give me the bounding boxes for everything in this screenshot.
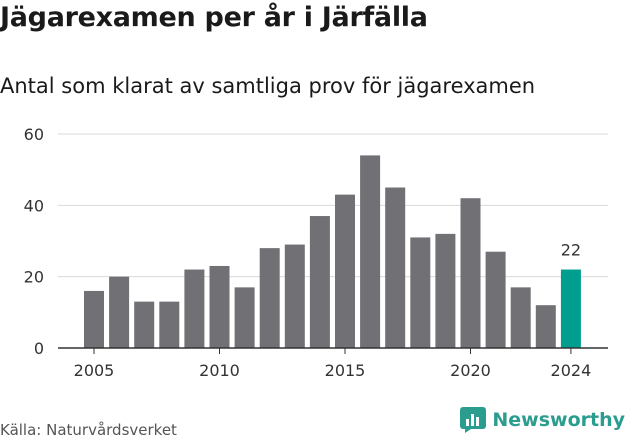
y-tick-label: 40: [24, 196, 44, 215]
bar-2008: [159, 301, 180, 348]
y-tick-label: 20: [24, 268, 44, 287]
bar-2016: [360, 155, 381, 348]
data-label: 22: [561, 241, 581, 260]
bar-2020: [460, 198, 481, 348]
bar-chart: 0 20 40 60 2005 2010 2015 2020 2024 22: [24, 125, 608, 380]
bar-2015: [335, 194, 355, 348]
bar-2021: [485, 251, 506, 348]
brand-name: Newsworthy: [492, 409, 625, 431]
y-tick-label: 60: [24, 125, 44, 144]
bar-2017: [385, 187, 406, 348]
bar-2006: [109, 276, 130, 348]
x-tick-label: 2024: [551, 361, 592, 380]
x-tick-label: 2010: [199, 361, 240, 380]
bar-2010: [209, 265, 230, 348]
bar-2014: [309, 216, 330, 348]
bar-2007: [134, 301, 155, 348]
bar-2009: [184, 269, 205, 348]
bar-2024: [560, 269, 581, 348]
x-tick-label: 2020: [450, 361, 491, 380]
bar-2005: [84, 290, 104, 348]
source-note: Källa: Naturvårdsverket: [0, 421, 177, 439]
bar-2023: [535, 305, 556, 348]
bar-chart-logo-icon: [460, 407, 487, 433]
bar-2012: [259, 248, 280, 348]
y-tick-label: 0: [34, 339, 44, 358]
x-tick-label: 2005: [74, 361, 115, 380]
brand-logo[interactable]: Newsworthy: [460, 407, 625, 433]
chart-subtitle: Antal som klarat av samtliga prov för jä…: [0, 74, 536, 98]
bar-2018: [410, 237, 431, 348]
x-tick-label: 2015: [325, 361, 366, 380]
bar-2011: [234, 287, 255, 348]
bar-2019: [435, 233, 456, 348]
chart-title: Jägarexamen per år i Järfälla: [0, 2, 428, 33]
bar-2022: [510, 287, 531, 348]
bar-2013: [284, 244, 305, 348]
